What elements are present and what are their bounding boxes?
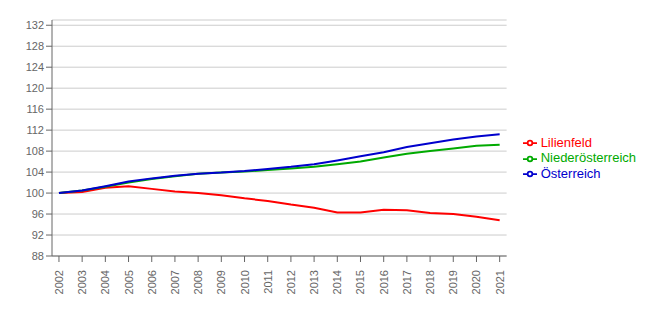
svg-text:2017: 2017 xyxy=(401,270,413,294)
svg-text:2011: 2011 xyxy=(262,270,274,294)
svg-text:120: 120 xyxy=(26,82,44,94)
svg-text:2010: 2010 xyxy=(239,270,251,294)
svg-text:100: 100 xyxy=(26,187,44,199)
svg-text:2020: 2020 xyxy=(470,270,482,294)
svg-text:2002: 2002 xyxy=(53,270,65,294)
html-text:Österreich: Österreich xyxy=(540,165,601,181)
svg-text:2012: 2012 xyxy=(285,270,297,294)
svg-text:104: 104 xyxy=(26,166,44,178)
html-text:Lilienfeld: Lilienfeld xyxy=(540,134,592,150)
svg-text:132: 132 xyxy=(26,19,44,31)
svg-text:112: 112 xyxy=(26,124,44,136)
svg-text:2006: 2006 xyxy=(146,270,158,294)
svg-text:2004: 2004 xyxy=(99,270,111,294)
svg-text:2014: 2014 xyxy=(331,270,343,294)
svg-text:2013: 2013 xyxy=(308,270,320,294)
svg-text:128: 128 xyxy=(26,40,44,52)
svg-text:2003: 2003 xyxy=(76,270,88,294)
svg-text:2008: 2008 xyxy=(192,270,204,294)
svg-text:2021: 2021 xyxy=(494,270,506,294)
svg-text:2019: 2019 xyxy=(447,270,459,294)
svg-text:2016: 2016 xyxy=(378,270,390,294)
html-text:Niederösterreich: Niederösterreich xyxy=(540,150,636,166)
svg-text:96: 96 xyxy=(32,208,44,220)
svg-text:2007: 2007 xyxy=(169,270,181,294)
svg-text:2009: 2009 xyxy=(215,270,227,294)
svg-text:2015: 2015 xyxy=(354,270,366,294)
svg-text:2018: 2018 xyxy=(424,270,436,294)
svg-text:2005: 2005 xyxy=(123,270,135,294)
svg-text:108: 108 xyxy=(26,145,44,157)
svg-text:88: 88 xyxy=(32,250,44,262)
svg-text:116: 116 xyxy=(26,103,44,115)
svg-text:124: 124 xyxy=(26,61,44,73)
svg-text:92: 92 xyxy=(32,229,44,241)
